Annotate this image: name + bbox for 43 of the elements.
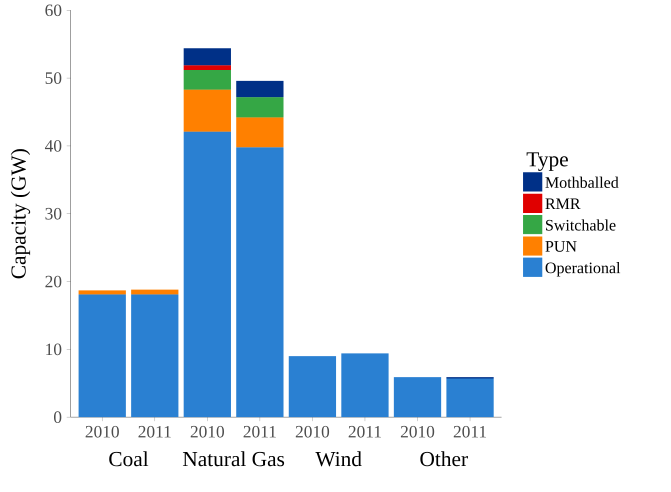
- x-tick-label: 2011: [454, 426, 486, 438]
- bar: [446, 378, 494, 418]
- x-tick-label: 2010: [296, 426, 330, 438]
- y-tick-label: 20: [45, 276, 62, 288]
- x-tick-label: 2011: [138, 426, 171, 438]
- y-tick-label: 60: [45, 4, 62, 16]
- bar: [78, 294, 126, 418]
- bar: [184, 48, 231, 66]
- y-tick-label: 10: [46, 344, 62, 356]
- text: Natural Gas: [182, 451, 284, 466]
- x-tick-label: 2011: [244, 426, 276, 438]
- y-tick-label: 0: [54, 411, 62, 424]
- bar: [184, 65, 231, 70]
- legend-label: Operational: [546, 262, 620, 277]
- legend-label: Switchable: [546, 219, 616, 231]
- text: Coal: [109, 451, 148, 466]
- bar: [394, 377, 442, 418]
- text: Other: [420, 451, 468, 466]
- bar: [288, 356, 336, 418]
- legend-label: PUN: [545, 241, 577, 252]
- legend-label: RMR: [545, 198, 581, 210]
- x-tick-label: 2010: [86, 426, 119, 438]
- bar: [341, 353, 389, 418]
- y-axis-title: Capacity (GW): [10, 149, 30, 278]
- bar: [236, 117, 284, 148]
- y-tick-label: 50: [46, 72, 62, 84]
- y-tick-label: 30: [45, 208, 62, 220]
- y-tick-label: 40: [44, 140, 62, 152]
- bar: [236, 80, 284, 98]
- legend-title: Type: [526, 152, 568, 171]
- x-tick-label: 2011: [348, 426, 381, 438]
- bar: [236, 97, 284, 118]
- text: Wind: [315, 451, 362, 466]
- bar: [184, 70, 231, 90]
- bar: [131, 294, 178, 418]
- bar: [236, 147, 284, 418]
- bar: [78, 290, 126, 294]
- x-tick-label: 2010: [400, 426, 434, 438]
- legend-label: Mothballed: [545, 176, 619, 188]
- bar: [184, 132, 231, 418]
- bar: [184, 90, 231, 132]
- x-tick-label: 2010: [190, 426, 224, 438]
- bar: [131, 290, 178, 294]
